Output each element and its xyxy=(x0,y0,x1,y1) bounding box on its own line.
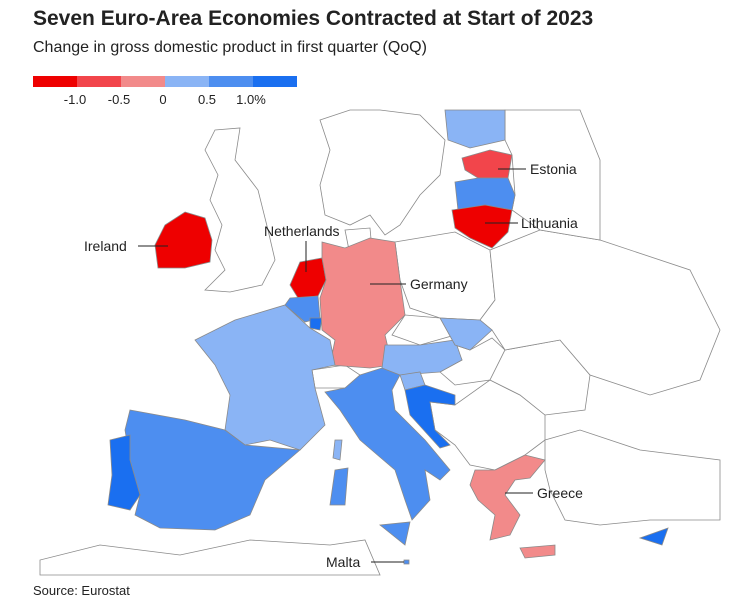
france xyxy=(194,304,336,451)
legend-swatch xyxy=(121,76,165,87)
italy xyxy=(324,367,451,521)
malta xyxy=(403,559,410,565)
sardinia xyxy=(329,467,349,506)
euro-area xyxy=(107,109,669,565)
legend-tick-label: -0.5 xyxy=(108,92,130,107)
source: Source: Eurostat xyxy=(33,583,130,598)
turkey xyxy=(544,429,721,526)
luxembourg xyxy=(309,317,323,331)
country-label: Estonia xyxy=(530,161,577,177)
title: Seven Euro-Area Economies Contracted at … xyxy=(33,7,593,30)
legend-swatch xyxy=(33,76,77,87)
balkans xyxy=(429,379,546,471)
czechia xyxy=(391,314,456,346)
russia xyxy=(504,109,601,241)
germany xyxy=(319,237,406,369)
scandinavia xyxy=(319,109,446,236)
legend-tick-label: 0.5 xyxy=(198,92,216,107)
cyprus xyxy=(638,527,669,546)
austria xyxy=(381,339,463,376)
legend-tick-label: 0 xyxy=(159,92,166,107)
netherlands xyxy=(289,257,327,299)
legend-tick-label: -1.0 xyxy=(64,92,86,107)
greece xyxy=(469,454,546,541)
legend-swatch xyxy=(253,76,297,87)
slovakia xyxy=(439,317,493,351)
estonia xyxy=(461,149,513,179)
uk xyxy=(204,127,276,293)
annotations: Ireland Netherlands Estonia Lithuania German… xyxy=(84,161,583,570)
croatia xyxy=(404,384,456,449)
finland xyxy=(444,109,506,149)
legend-swatch xyxy=(77,76,121,87)
country-label: Greece xyxy=(537,485,583,501)
legend: -1.0 -0.5 0 0.5 1.0% xyxy=(33,76,297,107)
country-label: Ireland xyxy=(84,238,127,254)
north-africa xyxy=(39,539,381,576)
base-map xyxy=(39,109,721,576)
ireland xyxy=(154,211,213,269)
corsica xyxy=(332,439,343,461)
sicily xyxy=(378,521,411,546)
country-label: Lithuania xyxy=(521,215,578,231)
country-label: Netherlands xyxy=(264,223,340,239)
legend-swatch xyxy=(165,76,209,87)
lithuania xyxy=(451,204,513,249)
legend-tick-label: 1.0% xyxy=(236,92,266,107)
crete xyxy=(519,544,556,559)
country-label: Germany xyxy=(410,276,468,292)
legend-swatch xyxy=(209,76,253,87)
portugal xyxy=(107,434,141,511)
country-label: Malta xyxy=(326,554,360,570)
subtitle: Change in gross domestic product in firs… xyxy=(33,39,427,56)
